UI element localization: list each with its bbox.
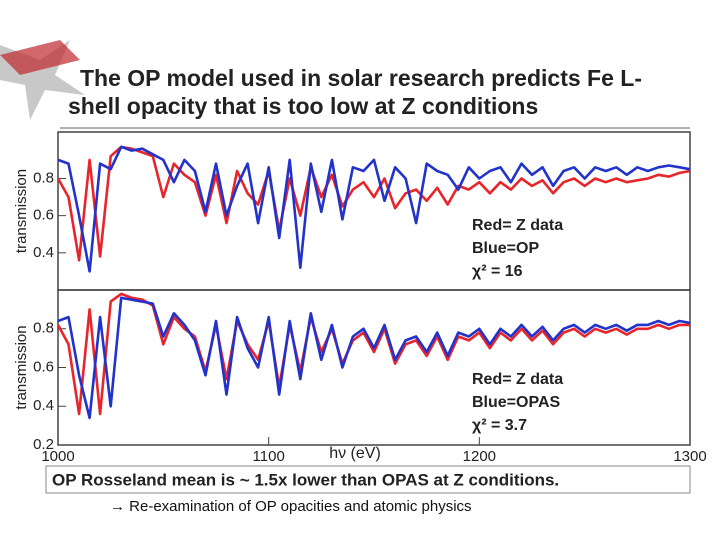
x-axis-label: hν (eV) bbox=[329, 445, 381, 462]
x-tick-label: 1000 bbox=[41, 448, 74, 465]
x-tick-label: 1100 bbox=[253, 448, 285, 465]
footer-box bbox=[45, 465, 691, 494]
title-line: The OP model used in solar research pred… bbox=[80, 65, 642, 91]
note-text: → Re-examination of OP opacities and ato… bbox=[110, 498, 472, 515]
title-line: shell opacity that is too low at Z condi… bbox=[68, 93, 538, 119]
data-line bbox=[58, 292, 690, 416]
logo-stripe bbox=[0, 40, 80, 75]
plot-frame bbox=[57, 289, 691, 446]
footer-text: OP Rosseland mean is ~ 1.5x lower than O… bbox=[52, 470, 559, 489]
data-line bbox=[58, 296, 690, 420]
logo bbox=[0, 40, 85, 120]
annotation: Blue=OP bbox=[472, 240, 539, 257]
y-axis-label: transmission bbox=[13, 169, 30, 253]
data-line bbox=[58, 145, 690, 273]
y-tick-label: 0.6 bbox=[33, 207, 54, 224]
annotation: Red= Z data bbox=[472, 371, 563, 388]
x-tick-label: 1200 bbox=[463, 448, 496, 465]
y-tick-label: 0.8 bbox=[33, 169, 54, 186]
annotation: χ² = 16 bbox=[472, 263, 523, 280]
y-tick-label: 0.2 bbox=[33, 436, 54, 453]
y-tick-label: 0.8 bbox=[33, 320, 54, 337]
y-tick-label: 0.6 bbox=[33, 358, 54, 375]
annotation: χ² = 3.7 bbox=[472, 417, 527, 434]
annotation: Red= Z data bbox=[472, 217, 563, 234]
y-tick-label: 0.4 bbox=[33, 244, 54, 261]
x-tick-label: 1300 bbox=[673, 448, 706, 465]
y-tick-label: 0.4 bbox=[33, 397, 54, 414]
y-axis-label: transmission bbox=[13, 325, 30, 409]
annotation: Blue=OPAS bbox=[472, 394, 561, 411]
data-line bbox=[58, 145, 690, 262]
